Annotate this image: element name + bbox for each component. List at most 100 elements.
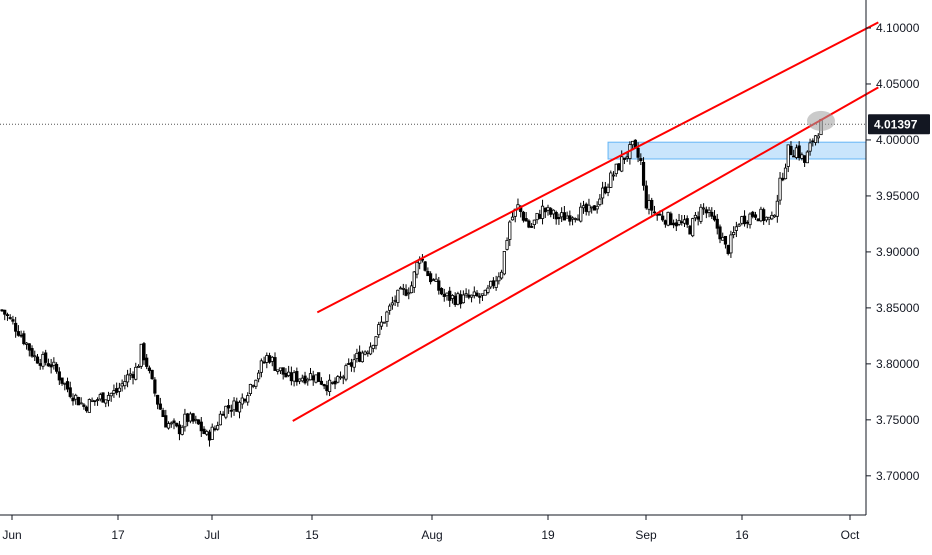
y-tick-label: 3.90000 xyxy=(876,245,920,259)
candle-body xyxy=(633,139,637,148)
x-tick-label: 15 xyxy=(305,528,319,542)
candle-body xyxy=(439,288,444,295)
axes-layer: 3.70000 3.75000 3.80000 3.85000 3.90000 3.950… xyxy=(0,0,930,542)
candle-body xyxy=(786,144,790,167)
candle-body xyxy=(65,381,70,390)
candle-body xyxy=(177,424,182,435)
candle-body xyxy=(546,206,550,211)
candle-body xyxy=(726,245,730,254)
candle-body xyxy=(423,261,427,271)
candle-body xyxy=(680,221,684,224)
candle-body xyxy=(98,394,102,400)
candle-body xyxy=(437,280,441,291)
candle-body xyxy=(794,147,799,158)
candle-body xyxy=(330,381,334,384)
y-tick-label: 3.95000 xyxy=(876,189,920,203)
candle-body xyxy=(718,226,722,240)
candle-body xyxy=(805,151,809,164)
candle-body xyxy=(123,381,127,387)
candle-body xyxy=(644,185,648,209)
candle-body xyxy=(153,379,157,394)
candle-body xyxy=(505,240,509,250)
candle-body xyxy=(797,145,801,158)
candle-body xyxy=(562,212,566,221)
candle-body xyxy=(235,401,239,412)
candle-body xyxy=(783,167,788,180)
candle-body xyxy=(270,356,274,362)
candle-body xyxy=(753,214,758,218)
candle-body xyxy=(415,261,419,275)
candle-body xyxy=(24,342,29,345)
y-tick-label: 4.00000 xyxy=(876,133,920,147)
candle-body xyxy=(284,372,288,378)
candle-body xyxy=(677,220,681,225)
candle-body xyxy=(267,355,272,363)
candle-body xyxy=(57,371,61,381)
candle-body xyxy=(538,214,542,219)
candle-body xyxy=(388,305,392,311)
candle-body xyxy=(704,209,708,214)
candle-body xyxy=(685,218,689,225)
candle-body xyxy=(584,203,588,212)
candle-body xyxy=(494,280,498,288)
candle-body xyxy=(611,174,616,177)
trendlines-layer xyxy=(292,21,879,422)
candle-body xyxy=(693,214,698,219)
candle-body xyxy=(360,352,364,363)
candle-body xyxy=(658,213,662,216)
candle-body xyxy=(382,321,386,324)
candle-body xyxy=(287,371,291,376)
candle-body xyxy=(590,206,594,209)
candle-body xyxy=(14,322,18,332)
candle-body xyxy=(671,222,676,226)
candle-body xyxy=(259,360,263,373)
candle-body xyxy=(104,399,108,404)
candle-body xyxy=(101,392,105,403)
candle-body xyxy=(491,280,496,286)
candle-body xyxy=(557,217,561,220)
candle-body xyxy=(338,376,343,379)
candle-body xyxy=(764,216,769,221)
candle-body xyxy=(311,375,315,381)
candle-body xyxy=(429,273,433,283)
y-tick-label: 4.05000 xyxy=(876,77,920,91)
candle-body xyxy=(191,413,195,422)
candle-body xyxy=(232,400,236,411)
candle-body xyxy=(333,380,337,385)
candle-body xyxy=(448,290,452,301)
candle-body xyxy=(467,294,471,298)
candle-body xyxy=(55,363,59,372)
candle-body xyxy=(710,211,714,217)
candle-body xyxy=(554,211,558,220)
candle-body xyxy=(175,422,179,427)
candle-body xyxy=(139,343,143,367)
candle-body xyxy=(352,359,356,368)
candle-body xyxy=(674,222,678,227)
candle-body xyxy=(371,344,375,349)
candle-body xyxy=(813,135,818,143)
candle-body xyxy=(188,413,192,422)
candle-body xyxy=(76,396,81,406)
candle-body xyxy=(109,392,113,397)
candle-body xyxy=(120,383,124,387)
candle-body xyxy=(472,291,476,297)
candle-body xyxy=(396,289,400,303)
candle-body xyxy=(74,394,78,400)
candle-body xyxy=(502,251,506,275)
candle-body xyxy=(303,375,307,384)
candle-body xyxy=(289,372,293,382)
candle-body xyxy=(401,287,405,290)
y-tick-label: 3.80000 xyxy=(876,357,920,371)
candle-body xyxy=(453,295,457,305)
candle-body xyxy=(87,399,91,413)
candle-body xyxy=(278,367,283,372)
candle-body xyxy=(475,292,479,297)
candle-body xyxy=(524,218,528,222)
candle-body xyxy=(341,376,345,379)
candle-body xyxy=(254,379,258,387)
candle-body xyxy=(112,390,116,394)
candle-body xyxy=(469,294,474,298)
x-tick-label: Jul xyxy=(204,528,219,542)
candle-body xyxy=(431,279,435,282)
